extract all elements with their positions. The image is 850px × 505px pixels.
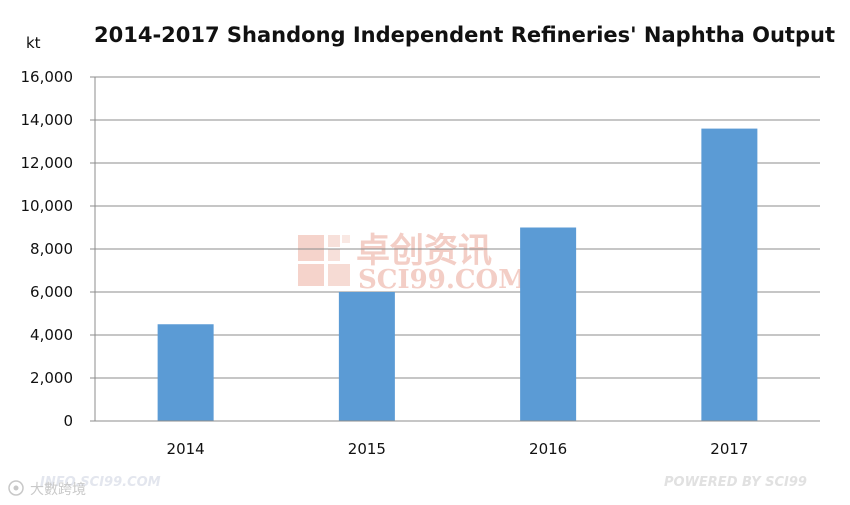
y-tick-label: 12,000 [21,154,74,172]
y-tick-label: 4,000 [30,326,73,344]
watermark-footer-faint-text: INFO.SCI99.COM [40,475,161,490]
y-tick-label: 14,000 [21,111,74,129]
y-tick-label: 10,000 [21,197,74,215]
bar-2014 [157,324,214,421]
chart-title: 2014-2017 Shandong Independent Refinerie… [94,23,835,47]
x-axis-ticks: 2014 2015 2016 2017 [167,440,749,458]
x-tick-label: 2015 [348,440,386,458]
watermark-center: 卓创资讯 SCI99.COM [298,231,527,295]
watermark-en-text: SCI99.COM [358,265,527,295]
x-tick-label: 2016 [529,440,567,458]
weibo-icon [8,480,24,496]
y-tick-label: 8,000 [30,240,73,258]
bar-2015 [338,292,395,421]
bars [157,128,758,421]
y-axis-ticks: 0 2,000 4,000 6,000 8,000 10,000 12,000 14,000 1… [21,68,74,430]
y-axis-unit-label: kt [26,34,41,52]
y-tick-label: 2,000 [30,369,73,387]
bar-2016 [520,227,577,421]
watermark-footer-right-text: POWERED BY SCI99 [664,475,807,490]
y-tick-label: 6,000 [30,283,73,301]
y-tick-label: 16,000 [21,68,74,86]
bar-2017 [701,128,758,421]
y-tick-label: 0 [63,412,73,430]
watermark-footer-cn-text: 大數跨境 [30,482,86,498]
watermark-logo-icon [298,235,350,286]
watermark-footer-left: INFO.SCI99.COM 大數跨境 [8,475,161,498]
watermark-cn-text: 卓创资讯 [356,231,492,271]
x-tick-label: 2014 [167,440,205,458]
x-tick-label: 2017 [710,440,748,458]
